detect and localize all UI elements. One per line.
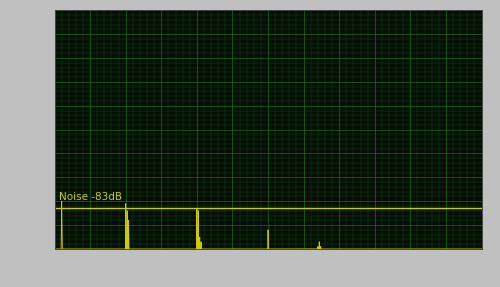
X-axis label: Frequency [Hz]: Frequency [Hz] <box>226 271 310 281</box>
Y-axis label: Sensor signal [dB]: Sensor signal [dB] <box>6 79 16 181</box>
Text: Noise -83dB: Noise -83dB <box>59 192 122 202</box>
